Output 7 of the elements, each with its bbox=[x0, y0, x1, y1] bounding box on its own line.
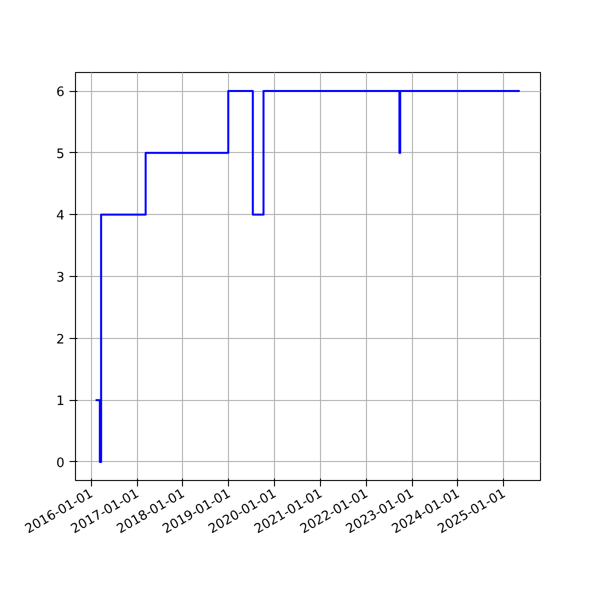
y-tick-label: 6 bbox=[56, 85, 65, 100]
y-tick-label: 0 bbox=[56, 456, 65, 471]
y-tick-label: 5 bbox=[56, 146, 65, 162]
y-tick-label: 4 bbox=[56, 208, 65, 224]
y-tick-label: 2 bbox=[56, 332, 65, 348]
y-tick-label: 3 bbox=[56, 270, 65, 286]
y-tick-label: 1 bbox=[56, 394, 65, 410]
